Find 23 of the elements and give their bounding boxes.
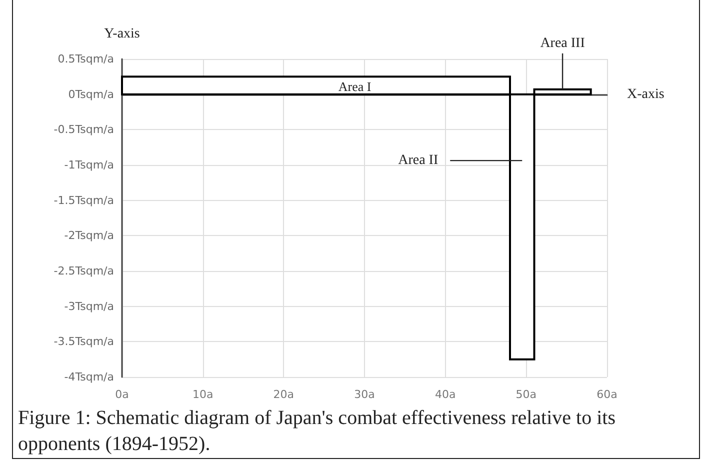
text: Figure 1: Schematic diagram of Japan's combat effectiveness relative to its opponents (1894-1952).	[18, 406, 616, 457]
annotation: Area I	[338, 79, 372, 94]
y-tick-label: -2.5Tsqm/a	[54, 264, 114, 278]
y-tick-label: -2Tsqm/a	[64, 229, 114, 242]
x-tick-label: 60a	[596, 388, 618, 401]
y-tick-label: -3Tsqm/a	[64, 300, 114, 313]
y-tick-label: -1.5Tsqm/a	[54, 194, 114, 207]
x-tick-label: 30a	[354, 388, 375, 401]
annotation: Area II	[398, 153, 438, 168]
x-tick-label: 50a	[516, 388, 537, 401]
x-axis-title: X-axis	[627, 86, 664, 102]
y-tick-label: -4Tsqm/a	[64, 370, 114, 384]
y-tick-label: 0.5Tsqm/a	[58, 52, 114, 66]
y-tick-label: -0.5Tsqm/a	[54, 123, 114, 136]
y-tick-label: 0Tsqm/a	[68, 88, 114, 101]
y-tick-label: -1Tsqm/a	[64, 158, 114, 172]
x-tick-label: 20a	[273, 388, 294, 401]
x-tick-label: 0a	[115, 388, 129, 401]
x-tick-label: 40a	[434, 388, 456, 401]
y-tick-label: -3.5Tsqm/a	[54, 335, 114, 348]
y-axis-title: Y-axis	[104, 26, 140, 42]
annotation: Area III	[540, 36, 586, 51]
x-tick-label: 10a	[192, 388, 214, 401]
